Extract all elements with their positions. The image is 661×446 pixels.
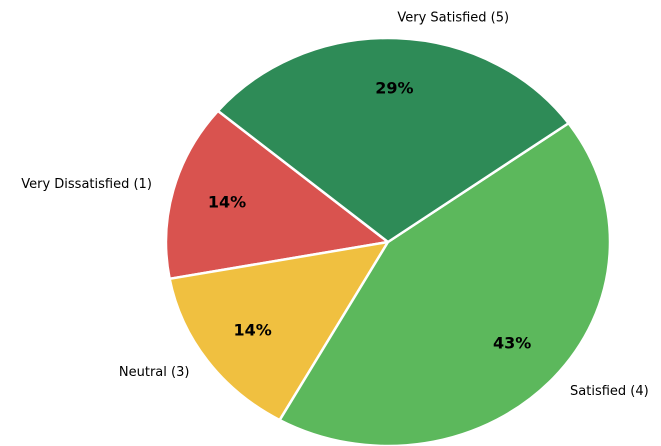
pie-slice [168,240,390,422]
percent-label: 14% [208,192,246,211]
slice-label: Neutral (3) [119,365,190,380]
pie-slice [164,109,390,281]
percent-label: 14% [233,321,271,340]
slice-label: Satisfied (4) [570,384,649,399]
percent-label: 43% [493,333,531,352]
slice-label: Very Dissatisfied (1) [21,177,152,192]
percent-label: 29% [375,79,413,98]
slice-label: Very Satisfied (5) [397,10,509,25]
pie-slice [216,36,570,244]
pie-slice [278,121,612,446]
